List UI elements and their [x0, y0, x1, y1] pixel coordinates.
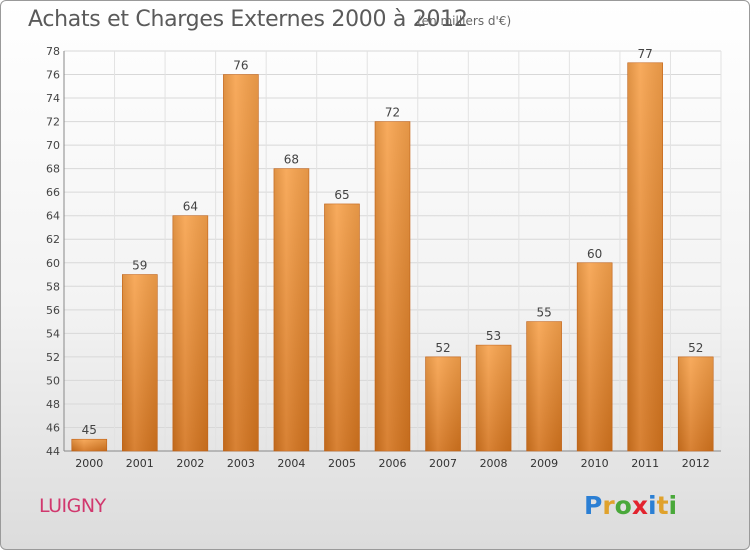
x-tick-label: 2000	[75, 457, 103, 470]
bar-shading	[577, 262, 613, 451]
y-tick-label: 54	[46, 327, 60, 340]
x-tick-label: 2006	[379, 457, 407, 470]
y-tick-label: 46	[46, 421, 60, 434]
data-label: 72	[385, 106, 400, 120]
y-tick-label: 68	[46, 163, 60, 176]
bar-shading	[172, 215, 208, 451]
y-tick-label: 72	[46, 116, 60, 129]
data-label: 60	[587, 247, 602, 261]
data-label: 52	[435, 341, 450, 355]
x-tick-label: 2012	[682, 457, 710, 470]
proxiti-logo: Proxiti	[584, 491, 677, 520]
x-tick-label: 2001	[126, 457, 154, 470]
x-tick-label: 2005	[328, 457, 356, 470]
bar-shading	[526, 321, 562, 451]
y-tick-label: 64	[46, 210, 60, 223]
bar-shading	[476, 345, 512, 451]
data-label: 64	[183, 200, 198, 214]
y-tick-label: 48	[46, 398, 60, 411]
data-label: 52	[688, 341, 703, 355]
y-tick-label: 66	[46, 186, 60, 199]
y-tick-label: 74	[46, 92, 60, 105]
data-label: 55	[536, 306, 551, 320]
chart-unit-label: (en milliers d'€)	[417, 14, 512, 28]
bar-shading	[223, 74, 259, 451]
bar-shading	[324, 203, 360, 451]
x-tick-label: 2003	[227, 457, 255, 470]
y-tick-label: 60	[46, 257, 60, 270]
y-tick-label: 44	[46, 445, 60, 458]
bar-shading	[375, 121, 410, 452]
x-tick-label: 2007	[429, 457, 457, 470]
data-label: 65	[334, 188, 349, 202]
data-label: 77	[638, 47, 653, 61]
chart-title: Achats et Charges Externes 2000 à 2012	[28, 7, 468, 32]
bar-shading	[71, 439, 107, 451]
data-label: 76	[233, 59, 248, 73]
bar-shading	[122, 274, 158, 451]
commune-name: LUIGNY	[39, 495, 106, 517]
x-tick-label: 2004	[277, 457, 305, 470]
y-tick-label: 56	[46, 304, 60, 317]
y-tick-label: 50	[46, 374, 60, 387]
y-tick-label: 76	[46, 69, 60, 82]
logo-letter: r	[602, 491, 615, 520]
y-tick-label: 78	[46, 45, 60, 58]
logo-letter: t	[656, 491, 669, 520]
data-label: 68	[284, 153, 299, 167]
y-tick-label: 52	[46, 351, 60, 364]
logo-letter: o	[614, 491, 632, 520]
x-tick-label: 2002	[176, 457, 204, 470]
x-tick-label: 2010	[581, 457, 609, 470]
data-label: 59	[132, 259, 147, 273]
logo-letter: P	[584, 491, 603, 520]
x-tick-label: 2009	[530, 457, 558, 470]
x-tick-label: 2008	[480, 457, 508, 470]
y-tick-label: 58	[46, 280, 60, 293]
y-tick-label: 62	[46, 233, 60, 246]
logo-letter: i	[648, 491, 657, 520]
bar-shading	[678, 356, 714, 451]
bar-shading	[627, 62, 663, 451]
bar-shading	[425, 356, 461, 451]
logo-letter: i	[668, 491, 678, 520]
x-tick-label: 2011	[631, 457, 659, 470]
logo-letter: x	[631, 491, 648, 520]
bar-shading	[273, 168, 309, 451]
data-label: 45	[82, 423, 97, 437]
y-tick-label: 70	[46, 139, 60, 152]
data-label: 53	[486, 329, 501, 343]
